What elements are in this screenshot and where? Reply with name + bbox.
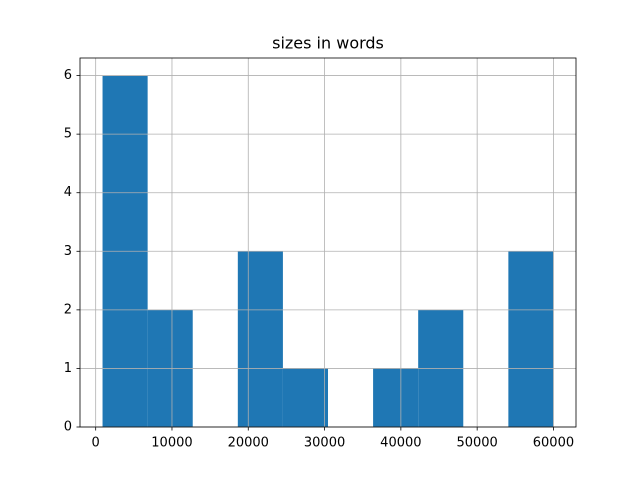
x-tick-label: 20000 [228, 436, 269, 451]
y-tick-label: 1 [64, 361, 72, 376]
y-tick-label: 4 [64, 185, 72, 200]
x-tick-label: 0 [92, 436, 100, 451]
y-tick-label: 5 [64, 127, 72, 142]
bar [282, 368, 328, 427]
x-tick-label: 10000 [151, 436, 192, 451]
bar [373, 368, 419, 427]
y-tick-label: 2 [64, 302, 72, 317]
x-tick-label: 60000 [533, 436, 574, 451]
y-tick-label: 6 [64, 68, 72, 83]
x-tick-label: 30000 [304, 436, 345, 451]
chart-title: sizes in words [272, 34, 384, 53]
axes-frame [79, 57, 577, 428]
bar [237, 251, 283, 427]
y-tick-label: 0 [64, 420, 72, 435]
x-tick-label: 50000 [456, 436, 497, 451]
bar [508, 251, 554, 427]
y-tick-label: 3 [64, 244, 72, 259]
x-tick-label: 40000 [380, 436, 421, 451]
